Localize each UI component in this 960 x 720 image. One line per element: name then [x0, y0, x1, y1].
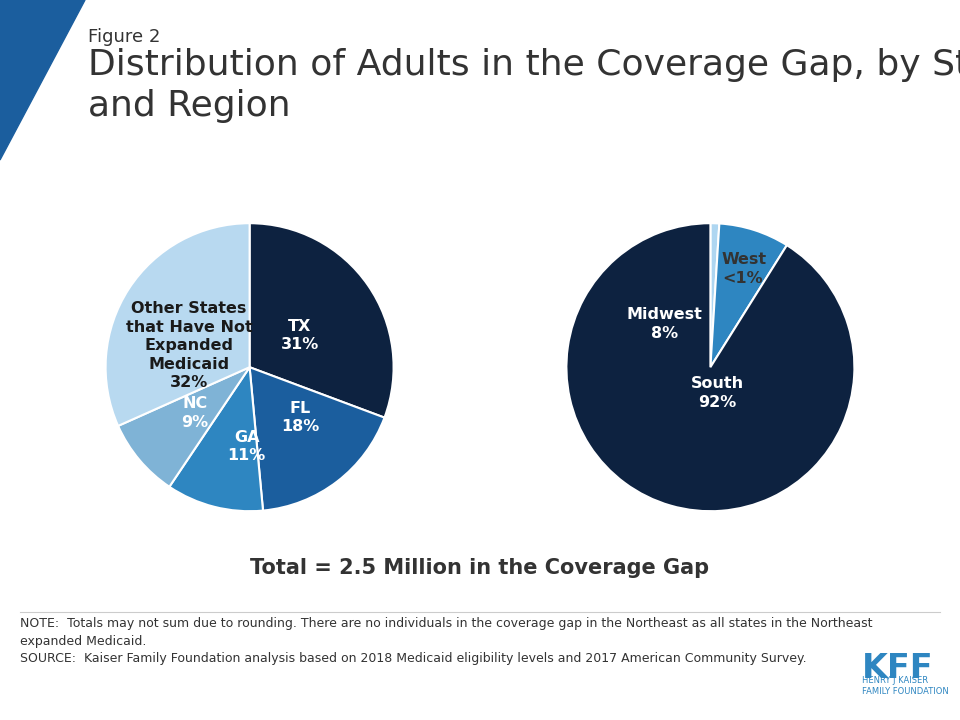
- Wedge shape: [118, 367, 250, 487]
- Wedge shape: [250, 223, 394, 418]
- Text: Midwest
8%: Midwest 8%: [626, 307, 703, 341]
- Text: FL
18%: FL 18%: [281, 401, 319, 434]
- Text: Figure 2: Figure 2: [88, 28, 160, 46]
- Text: HENRY J KAISER
FAMILY FOUNDATION: HENRY J KAISER FAMILY FOUNDATION: [862, 676, 948, 696]
- Text: South
92%: South 92%: [691, 377, 744, 410]
- Text: KFF: KFF: [862, 652, 934, 685]
- Wedge shape: [710, 223, 787, 367]
- Text: Other States
that Have Not
Expanded
Medicaid
32%: Other States that Have Not Expanded Medi…: [126, 301, 252, 390]
- Text: NOTE:  Totals may not sum due to rounding. There are no individuals in the cover: NOTE: Totals may not sum due to rounding…: [20, 617, 873, 665]
- Wedge shape: [106, 223, 250, 426]
- Wedge shape: [566, 223, 854, 511]
- Text: Distribution of Adults in the Coverage Gap, by State
and Region: Distribution of Adults in the Coverage G…: [88, 48, 960, 122]
- Wedge shape: [710, 223, 719, 367]
- Text: Total = 2.5 Million in the Coverage Gap: Total = 2.5 Million in the Coverage Gap: [251, 558, 709, 578]
- Text: GA
11%: GA 11%: [228, 430, 266, 463]
- Text: West
<1%: West <1%: [722, 253, 767, 286]
- Wedge shape: [169, 367, 263, 511]
- Polygon shape: [0, 0, 85, 160]
- Text: NC
9%: NC 9%: [181, 397, 208, 430]
- Text: TX
31%: TX 31%: [281, 319, 319, 352]
- Wedge shape: [250, 367, 385, 510]
